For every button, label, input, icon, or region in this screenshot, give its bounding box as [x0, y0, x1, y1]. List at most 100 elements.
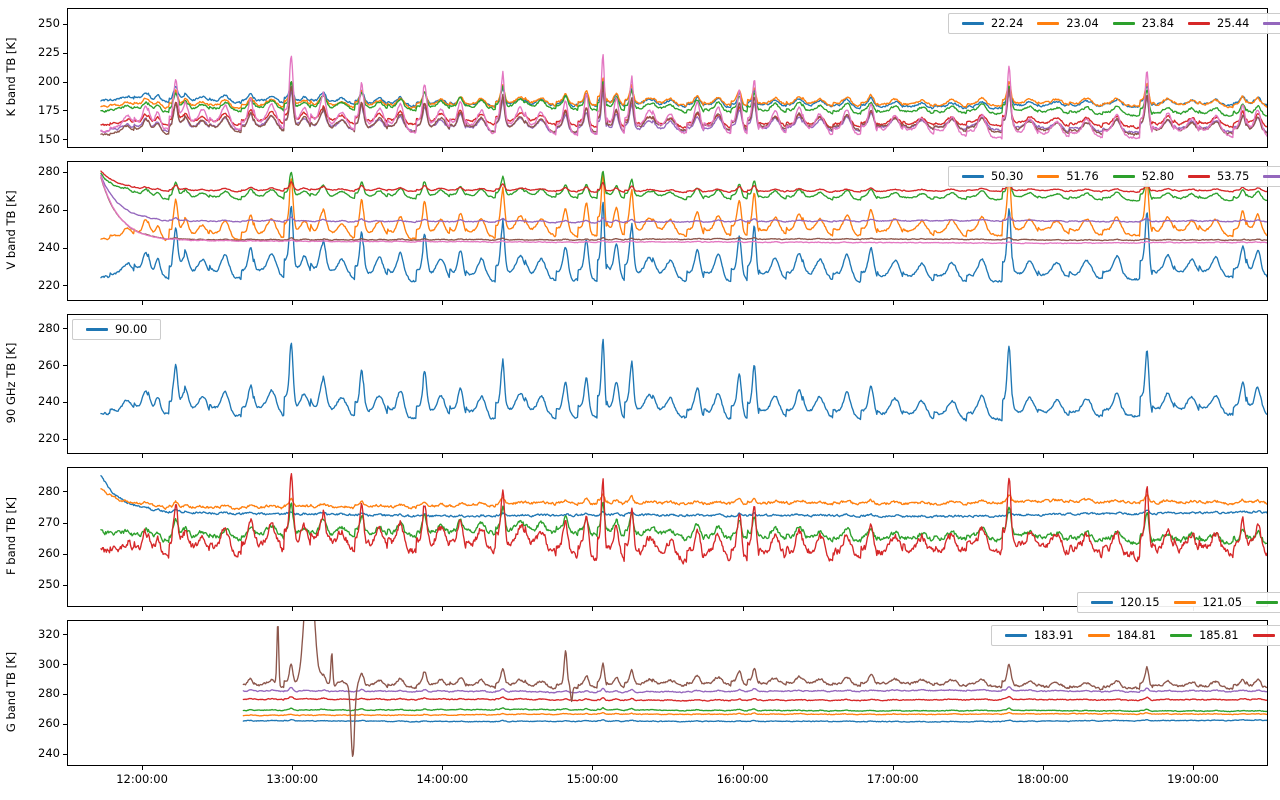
x-tick-label: 15:00:00 — [566, 772, 619, 786]
x-tick-mark — [142, 148, 144, 152]
y-tick-label: 240 — [38, 394, 60, 409]
x-tick-label: 12:00:00 — [116, 772, 168, 786]
x-tick-mark — [442, 301, 444, 305]
y-tick-label: 270 — [38, 515, 60, 529]
x-tick-mark — [292, 766, 294, 770]
series-line-50.30 — [100, 201, 1267, 284]
legend-item-23.04: 23.04 — [1037, 17, 1099, 30]
y-tick-label: 175 — [38, 102, 60, 117]
y-tick-label: 280 — [38, 320, 60, 335]
x-tick-mark — [892, 607, 894, 611]
legend-label: 120.15 — [1120, 596, 1160, 609]
y-tick-mark — [63, 553, 67, 555]
legend-item-121.05: 121.05 — [1173, 596, 1243, 609]
x-tick-mark — [142, 607, 144, 611]
y-tick-mark — [63, 110, 67, 112]
y-tick-mark — [63, 139, 67, 141]
x-tick-mark — [442, 148, 444, 152]
x-tick-mark — [742, 301, 744, 305]
series-line-120.15 — [100, 475, 1267, 519]
legend-item-90.00: 90.00 — [86, 323, 147, 336]
y-tick-mark — [63, 52, 67, 54]
legend-item-54.94: 54.94 — [1263, 170, 1280, 183]
x-tick-mark — [442, 454, 444, 458]
y-tick-mark — [63, 723, 67, 725]
legend-swatch-icon — [1087, 634, 1110, 637]
legend-item-122.95: 122.95 — [1256, 596, 1280, 609]
y-tick-label: 150 — [38, 131, 60, 146]
series-line-184.81 — [242, 711, 1267, 717]
legend-swatch-icon — [1188, 22, 1211, 25]
x-tick-mark — [1042, 148, 1044, 152]
y-tick-mark — [63, 634, 67, 636]
legend-label: 53.75 — [1217, 170, 1250, 183]
legend-label: 183.91 — [1034, 629, 1074, 642]
legend-90ghz[interactable]: 90.00 — [72, 319, 162, 340]
y-tick-mark — [63, 285, 67, 287]
x-tick-mark — [292, 607, 294, 611]
x-tick-mark — [1192, 454, 1194, 458]
y-tick-mark — [63, 664, 67, 666]
x-tick-label: 14:00:00 — [416, 772, 469, 786]
y-tick-mark — [63, 23, 67, 25]
legend-swatch-icon — [1263, 22, 1280, 25]
y-tick-mark — [63, 171, 67, 173]
x-tick-mark — [142, 766, 144, 770]
y-tick-mark — [63, 753, 67, 755]
y-tick-mark — [63, 401, 67, 403]
series-line-190.81 — [242, 621, 1267, 757]
series-line-27.84 — [100, 83, 1267, 136]
y-tick-label: 300 — [38, 656, 60, 671]
legend-label: 50.30 — [991, 170, 1024, 183]
series-line-52.80 — [100, 170, 1267, 202]
y-tick-label: 220 — [38, 277, 60, 292]
series-line-183.91 — [242, 718, 1267, 723]
y-axis-label-k-band: K band TB [K] — [4, 37, 18, 117]
y-tick-label: 320 — [38, 626, 60, 641]
trace-area-f-band — [100, 473, 1267, 565]
y-tick-mark — [63, 584, 67, 586]
legend-swatch-icon — [962, 22, 984, 25]
legend-swatch-icon — [1252, 634, 1275, 637]
x-tick-mark — [292, 148, 294, 152]
legend-item-51.76: 51.76 — [1037, 170, 1099, 183]
legend-label: 23.84 — [1141, 17, 1175, 30]
legend-label: 121.05 — [1202, 596, 1243, 609]
x-tick-mark — [742, 148, 744, 152]
y-tick-label: 225 — [38, 45, 60, 60]
y-axis-label-90ghz: 90 GHz TB [K] — [4, 342, 18, 424]
x-tick-label: 17:00:00 — [866, 772, 919, 786]
legend-label: 25.44 — [1217, 17, 1250, 30]
legend-label: 185.81 — [1199, 629, 1239, 642]
legend-item-52.80: 52.80 — [1112, 170, 1174, 183]
y-tick-mark — [63, 328, 67, 330]
x-tick-mark — [892, 454, 894, 458]
y-tick-label: 260 — [38, 202, 60, 217]
legend-swatch-icon — [962, 175, 984, 178]
series-line-186.81 — [242, 695, 1267, 702]
legend-item-120.15: 120.15 — [1091, 596, 1160, 609]
legend-label: 23.04 — [1066, 17, 1099, 30]
legend-swatch-icon — [1005, 634, 1027, 637]
legend-swatch-icon — [1037, 22, 1060, 25]
series-line-54.94 — [100, 174, 1267, 224]
series-line-58.00 — [100, 175, 1267, 245]
y-tick-mark — [63, 81, 67, 83]
y-tick-label: 250 — [38, 16, 60, 31]
legend-item-53.75: 53.75 — [1188, 170, 1249, 183]
legend-swatch-icon — [1091, 601, 1113, 604]
series-line-188.31 — [242, 686, 1267, 694]
plot-panel-90ghz — [67, 314, 1268, 454]
y-tick-mark — [63, 365, 67, 367]
x-tick-label: 16:00:00 — [716, 772, 769, 786]
y-tick-label: 220 — [38, 431, 60, 446]
x-tick-mark — [1192, 301, 1194, 305]
x-tick-mark — [742, 454, 744, 458]
y-tick-label: 200 — [38, 74, 60, 89]
legend-item-22.24: 22.24 — [962, 17, 1023, 30]
